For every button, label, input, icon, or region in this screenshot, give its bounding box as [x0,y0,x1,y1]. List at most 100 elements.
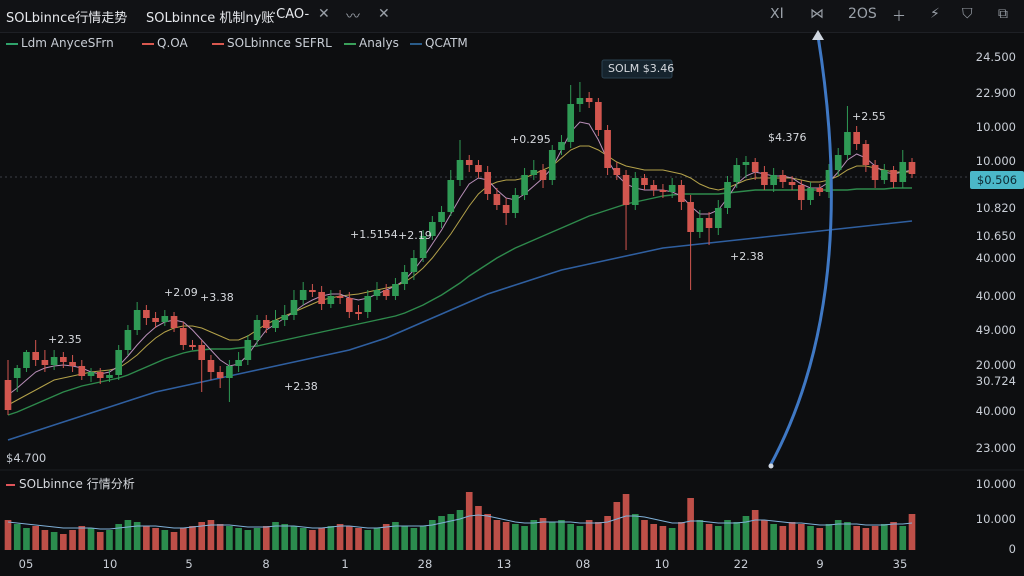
volume-bar [558,520,565,550]
candle [198,345,206,360]
fullscreen-icon[interactable]: ⧉ [998,6,1008,22]
legend-swatch [344,42,356,45]
candle [484,172,491,194]
volume-bar [678,522,685,550]
tab-market-trend[interactable]: SOLbinnce行情走势 [6,11,128,26]
candle [613,168,621,175]
close-icon[interactable]: ✕ [378,6,390,22]
y-axis-tick-label: 20.000 [976,358,1016,372]
volume-bar [78,526,86,550]
volume-bar [687,498,694,550]
volume-bar [50,532,58,550]
legend-item[interactable]: Analys [344,36,399,50]
price-annotation: +2.38 [730,250,764,263]
volume-axis-tick-label: 10.000 [976,512,1016,526]
trend-arrow-head [812,30,824,40]
volume-bar [244,530,252,550]
candle [60,357,67,362]
volume-bar [216,524,224,550]
candle [327,296,335,304]
candle [272,320,279,328]
volume-bar [161,530,169,550]
price-annotation: +2.55 [852,110,886,123]
x-axis-tick-label: 22 [734,557,749,571]
candle [133,310,141,330]
candle [862,144,870,165]
y-axis-tick-label: 10.000 [976,120,1016,134]
volume-bar [576,526,584,550]
volume-bar [392,522,399,550]
candle [207,360,215,372]
legend-item[interactable]: Q.OA [142,36,188,50]
volume-bar [41,530,49,550]
volume-bar [364,530,372,550]
candle [115,350,123,375]
candle [834,155,842,170]
volume-bar [106,530,113,550]
candle [631,178,639,205]
candle [853,132,860,144]
price-annotation: +1.5154 [350,228,398,241]
candle [419,236,427,258]
candle [355,312,362,314]
volume-bar [96,532,104,550]
candle [797,185,805,200]
tab-close-icon[interactable]: ✕ [318,6,330,22]
candle [345,298,353,312]
legend-label: SOLbinnce SEFRL [227,36,332,50]
legend-label: Q.OA [157,36,188,50]
current-price-tag: $0.506 [977,173,1017,187]
candle [576,98,584,104]
volume-bar [705,524,713,550]
volume-bar [751,510,759,550]
volume-bar [853,526,860,550]
volume-bar [262,526,270,550]
volume-bar [548,522,556,550]
candle [50,357,58,365]
candle [456,160,464,180]
ma-long-line [7,220,913,441]
indicator-icon[interactable]: ⵝI [770,6,784,22]
volume-bar [253,528,261,550]
timeframe-button[interactable]: 2OS [848,6,877,22]
top-toolbar: SOLbinnce行情走势 SOLbinnce 机制ny账 ·CAO- ✕ 〰 … [0,0,1024,33]
x-axis-tick-label: 8 [262,557,269,571]
add-icon[interactable]: ＋ [892,9,906,25]
volume-bar [899,526,907,550]
legend-label: Ldm AnyceSFrn [21,36,114,50]
minimize-icon[interactable]: 〰 [346,9,360,25]
tab-mechanism[interactable]: SOLbinnce 机制ny账 [146,11,275,26]
candle [189,345,196,347]
volume-bar [844,522,851,550]
volume-bar [226,526,233,550]
volume-bar [788,522,796,550]
legend-item[interactable]: Ldm AnyceSFrn [6,36,114,50]
compare-icon[interactable]: ⋈ [810,6,824,22]
volume-bar [502,522,510,550]
candle [512,195,519,213]
candle [216,372,224,378]
price-annotation: $4.376 [768,131,807,144]
legend-item[interactable]: QCATM [410,36,468,50]
candle [788,182,796,185]
volume-bar [309,530,316,550]
candle [696,218,704,232]
alert-icon[interactable]: ⚡ [930,6,940,22]
tab-cao[interactable]: ·CAO- [272,7,310,22]
shield-icon[interactable]: ⛉ [962,6,973,22]
candle [770,175,777,185]
x-axis-tick-label: 08 [576,557,591,571]
candle [724,182,731,208]
volume-axis-tick-label: 0 [1009,542,1016,556]
legend-item[interactable]: SOLbinnce SEFRL [212,36,332,50]
candle [779,175,787,182]
legend-label: Analys [359,36,399,50]
volume-bar [650,524,658,550]
volume-bar [613,502,621,550]
volume-bar [401,526,408,550]
candle [244,340,252,360]
volume-bar [336,524,344,550]
volume-bar [585,520,593,550]
candle [32,352,39,360]
